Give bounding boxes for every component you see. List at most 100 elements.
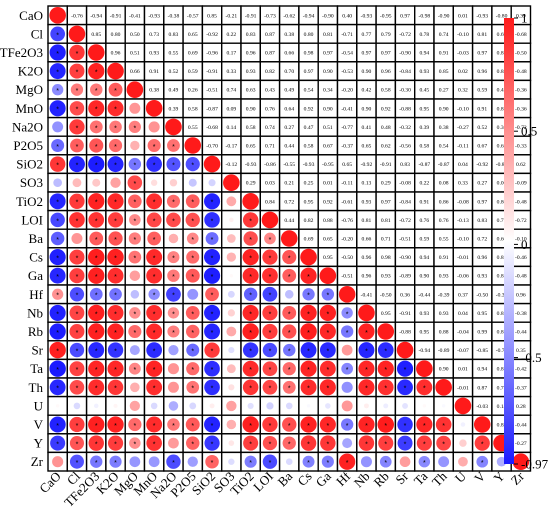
cell-Y-Rb: * bbox=[375, 433, 397, 454]
correlation-circle bbox=[228, 458, 235, 465]
correlation-circle bbox=[300, 267, 317, 284]
correlation-circle bbox=[93, 403, 99, 409]
correlation-circle bbox=[167, 418, 180, 431]
correlation-value-label: 0.02 bbox=[458, 69, 468, 75]
cell-TiO2-MnO: * bbox=[143, 191, 165, 212]
significance-star: * bbox=[191, 367, 194, 374]
correlation-circle bbox=[53, 178, 62, 188]
cell-SiO2-Ba: -0.55 bbox=[278, 154, 300, 175]
cell-Na2O-K2O: * bbox=[105, 116, 126, 137]
cell-Th-SiO2: * bbox=[201, 377, 223, 398]
cell-U-Ba bbox=[278, 395, 300, 416]
cell-Cl-SiO2: -0.92 bbox=[201, 23, 223, 44]
significance-star: * bbox=[346, 311, 349, 318]
correlation-value-label: 0.88 bbox=[323, 218, 333, 224]
correlation-circle bbox=[68, 156, 85, 173]
correlation-circle bbox=[209, 403, 215, 409]
correlation-value-label: -0.85 bbox=[476, 348, 488, 354]
significance-star: * bbox=[114, 125, 117, 132]
correlation-circle bbox=[166, 454, 181, 469]
correlation-value-label: 0.01 bbox=[323, 181, 333, 187]
correlation-circle bbox=[205, 454, 219, 469]
cell-K2O-SiO2: -0.91 bbox=[201, 61, 223, 82]
significance-star: * bbox=[346, 367, 349, 374]
cell-Zr-U bbox=[452, 451, 474, 472]
significance-star: * bbox=[211, 293, 214, 300]
correlation-value-label: 0.50 bbox=[130, 32, 140, 38]
cell-MgO-Cl: * bbox=[66, 79, 88, 100]
cell-Th-Hf bbox=[336, 377, 358, 398]
correlation-circle bbox=[282, 324, 297, 339]
cell-K2O-Na2O: 0.52 bbox=[163, 61, 184, 82]
diagonal-circle bbox=[203, 155, 221, 173]
cell-Th-MnO: * bbox=[143, 377, 165, 398]
correlation-circle bbox=[88, 379, 105, 396]
significance-star: * bbox=[249, 460, 252, 467]
cell-K2O-Nb: 0.90 bbox=[356, 61, 377, 82]
correlation-value-label: -0.91 bbox=[110, 13, 122, 19]
correlation-circle bbox=[340, 325, 354, 338]
diagonal-circle bbox=[377, 323, 395, 340]
correlation-circle bbox=[242, 323, 259, 340]
cell-Cs-Th: 0.91 bbox=[433, 247, 454, 268]
cell-Ba-SiO2: * bbox=[201, 228, 223, 249]
significance-star: * bbox=[249, 349, 252, 356]
cell-Rb-K2O: * bbox=[105, 321, 126, 342]
cell-TiO2-CaO: * bbox=[47, 191, 68, 212]
cell-SiO2-MnO: * bbox=[143, 154, 165, 175]
cell-Ta-Nb: * bbox=[356, 358, 377, 379]
cell-K2O-TFe2O3: * bbox=[85, 61, 107, 82]
cell-Ta-K2O: * bbox=[105, 358, 126, 379]
correlation-circle bbox=[107, 193, 124, 210]
correlation-value-label: 0.14 bbox=[497, 404, 507, 410]
correlation-value-label: 0.85 bbox=[207, 13, 217, 19]
correlation-circle bbox=[107, 323, 124, 340]
cell-SO3-Ba: 0.21 bbox=[278, 172, 300, 193]
diagonal-circle bbox=[300, 248, 317, 266]
correlation-circle bbox=[340, 418, 354, 431]
correlation-value-label: -0.38 bbox=[168, 13, 180, 19]
significance-star: * bbox=[288, 349, 291, 356]
significance-star: * bbox=[172, 218, 175, 225]
cell-CaO-Ta: -0.98 bbox=[414, 5, 435, 26]
correlation-value-label: 0.91 bbox=[439, 255, 449, 261]
significance-star: * bbox=[211, 386, 214, 393]
significance-star: * bbox=[307, 386, 310, 393]
correlation-circle bbox=[300, 342, 317, 359]
correlation-value-label: -0.09 bbox=[515, 181, 527, 187]
cell-Cs-SO3 bbox=[220, 247, 242, 268]
correlation-circle bbox=[73, 402, 81, 410]
cell-MgO-Sr: -0.30 bbox=[394, 79, 416, 100]
cell-TiO2-P2O5: * bbox=[182, 191, 204, 212]
correlation-circle bbox=[166, 157, 181, 172]
significance-star: * bbox=[76, 200, 79, 207]
significance-star: * bbox=[326, 367, 329, 374]
significance-star: * bbox=[191, 237, 194, 244]
cell-Sr-Na2O bbox=[163, 340, 184, 361]
diagonal-circle bbox=[280, 230, 298, 247]
cell-Ga-Hf: -0.51 bbox=[336, 265, 358, 286]
correlation-circle bbox=[285, 458, 293, 466]
cell-K2O-Cl: * bbox=[66, 61, 88, 82]
correlation-circle bbox=[247, 402, 254, 409]
significance-star: * bbox=[153, 200, 156, 207]
correlation-value-label: -0.50 bbox=[380, 292, 392, 298]
correlation-circle bbox=[204, 304, 221, 321]
significance-star: * bbox=[269, 237, 272, 244]
cell-Ga-CaO: * bbox=[47, 265, 68, 286]
cell-P2O5-Th: 0.54 bbox=[433, 135, 454, 156]
cell-Ta-P2O5: * bbox=[182, 358, 204, 379]
correlation-value-label: -0.79 bbox=[496, 348, 508, 354]
correlation-value-label: 0.44 bbox=[284, 144, 294, 150]
row-label-U: U bbox=[34, 398, 44, 413]
cell-Y-Ga: * bbox=[317, 433, 339, 454]
cell-Rb-V: 0.99 bbox=[471, 321, 493, 342]
cell-Ga-MnO: * bbox=[143, 265, 165, 286]
cell-SiO2-Ga: -0.95 bbox=[317, 154, 339, 175]
cell-Hf-Ga: * bbox=[317, 284, 339, 305]
cell-TiO2-Nb: 0.93 bbox=[356, 191, 377, 212]
cell-Zr-K2O: * bbox=[105, 451, 126, 472]
cell-Ta-V: 0.94 bbox=[471, 358, 493, 379]
cell-TiO2-Cs: 0.95 bbox=[298, 191, 319, 212]
correlation-value-label: -0.68 bbox=[515, 32, 527, 38]
